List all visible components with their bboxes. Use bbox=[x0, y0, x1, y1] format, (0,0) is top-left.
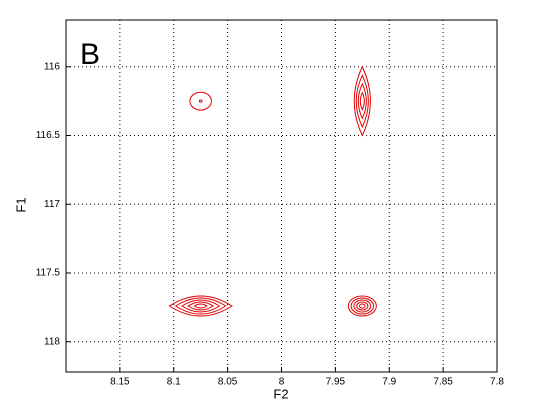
contour bbox=[359, 303, 366, 309]
x-axis-label: F2 bbox=[273, 386, 288, 401]
x-tick-label: 7.9 bbox=[382, 377, 396, 388]
contour bbox=[198, 99, 203, 103]
contour bbox=[181, 299, 221, 313]
x-tick-label: 8.1 bbox=[167, 377, 181, 388]
contour bbox=[356, 301, 369, 311]
y-axis-label: F1 bbox=[13, 197, 28, 212]
x-tick-label: 7.85 bbox=[433, 377, 453, 388]
x-tick-label: 8 bbox=[279, 377, 285, 388]
contour bbox=[353, 65, 371, 137]
x-tick-label: 7.95 bbox=[326, 377, 346, 388]
contour bbox=[189, 91, 212, 111]
x-tick-label: 8.05 bbox=[218, 377, 238, 388]
contour bbox=[174, 297, 227, 315]
contour bbox=[193, 303, 208, 309]
contour bbox=[359, 91, 365, 111]
y-tick-label: 117 bbox=[44, 199, 60, 210]
contour bbox=[355, 74, 369, 129]
contour bbox=[187, 301, 215, 311]
panel-label: B bbox=[80, 38, 100, 71]
y-tick-label: 116.5 bbox=[36, 130, 61, 141]
contour bbox=[353, 299, 372, 313]
y-tick-label: 116 bbox=[44, 61, 60, 72]
x-tick-label: 8.15 bbox=[110, 377, 130, 388]
y-tick-label: 117.5 bbox=[36, 268, 61, 279]
y-tick-label: 118 bbox=[44, 336, 60, 347]
x-tick-label: 7.8 bbox=[490, 377, 504, 388]
contour bbox=[347, 295, 377, 317]
contour bbox=[168, 295, 233, 317]
contour bbox=[350, 297, 375, 315]
contour bbox=[357, 82, 367, 120]
